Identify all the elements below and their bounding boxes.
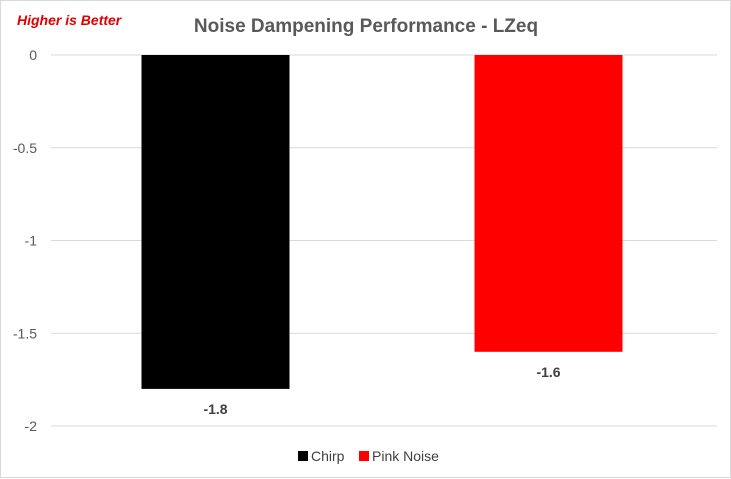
legend-label: Chirp (311, 448, 345, 464)
y-tick-label: 0 (29, 47, 37, 63)
bars (141, 55, 623, 389)
legend-swatch-chirp (298, 451, 308, 461)
bar-chirp (141, 55, 290, 389)
y-tick-label: -2 (25, 418, 38, 434)
bar-pink-noise (474, 55, 623, 352)
y-tick-label: -1 (25, 233, 38, 249)
legend-swatch-pink-noise (359, 451, 369, 461)
data-label: -1.8 (203, 401, 227, 417)
data-label: -1.6 (536, 364, 560, 380)
higher-is-better-note: Higher is Better (17, 12, 123, 28)
data-labels: -1.8 -1.6 (203, 364, 560, 417)
legend-label: Pink Noise (372, 448, 439, 464)
y-axis-ticks: 0 -0.5 -1 -1.5 -2 (13, 47, 37, 434)
chart-title: Noise Dampening Performance - LZeq (194, 16, 538, 37)
legend: Chirp Pink Noise (298, 448, 439, 464)
y-tick-label: -1.5 (13, 325, 37, 341)
y-tick-label: -0.5 (13, 140, 37, 156)
